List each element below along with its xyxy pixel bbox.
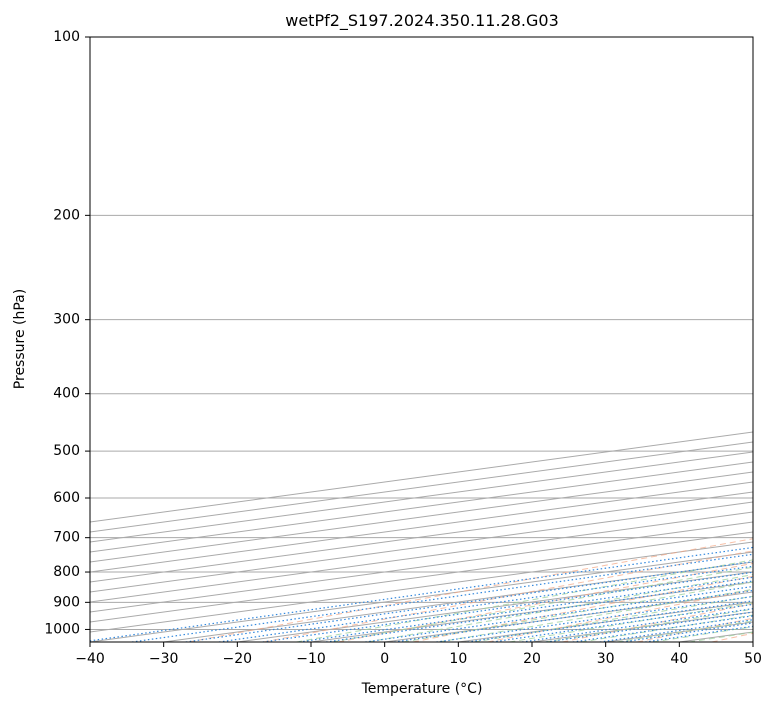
dry-adiabat-line <box>412 575 753 642</box>
y-axis: 100 200 300 400 500 600 700 800 900 1000 <box>44 29 90 637</box>
y-tick-label: 600 <box>53 490 80 506</box>
moist-adiabat-line <box>689 631 753 642</box>
isotherm-line <box>90 501 753 593</box>
y-tick-label: 1000 <box>44 621 80 637</box>
x-axis-label: Temperature (°C) <box>361 681 483 697</box>
y-tick-label: 900 <box>53 594 80 610</box>
mixing-ratio-line <box>467 600 753 642</box>
isotherm-line <box>679 631 753 642</box>
moist-adiabat-line <box>473 595 753 642</box>
chart-title: wetPf2_S197.2024.350.11.28.G03 <box>285 11 559 31</box>
mixing-ratio-line <box>90 546 753 642</box>
mixing-ratio-line <box>131 553 753 642</box>
moist-adiabat-line <box>296 559 753 642</box>
dry-adiabat-line <box>188 538 753 642</box>
isotherm-line <box>90 511 753 603</box>
isotherm-line <box>90 461 753 553</box>
y-axis-label: Pressure (hPa) <box>12 289 28 389</box>
isotherm-line <box>90 491 753 583</box>
y-tick-label: 300 <box>53 312 80 328</box>
x-tick-label: 50 <box>744 651 762 667</box>
dry-adiabat-line <box>263 550 753 642</box>
x-tick-label: −20 <box>223 651 253 667</box>
mixing-ratio-line <box>394 589 753 642</box>
isotherm-line <box>310 581 753 642</box>
x-axis: −40 −30 −20 −10 0 10 20 30 40 50 <box>75 642 762 667</box>
x-tick-label: 40 <box>670 651 688 667</box>
isotherm-line <box>90 521 753 613</box>
mixing-ratio-line <box>365 585 753 642</box>
mixing-ratio-line <box>262 571 753 642</box>
dry-adiabat-line <box>487 589 753 642</box>
isotherm-line <box>90 541 753 633</box>
y-tick-label: 100 <box>53 29 80 45</box>
x-tick-label: 10 <box>449 651 467 667</box>
isotherm-line <box>90 471 753 563</box>
mixing-ratio-line <box>326 580 753 642</box>
mixing-ratio-line <box>299 576 753 642</box>
dry-adiabat-line <box>338 562 753 642</box>
plot-frame <box>89 36 754 643</box>
moist-adiabat-line <box>332 566 753 642</box>
y-tick-label: 800 <box>53 564 80 580</box>
isotherm-line <box>90 551 753 642</box>
y-tick-label: 200 <box>53 207 80 223</box>
dry-adiabat-line <box>562 603 753 642</box>
isotherm-line <box>752 641 753 642</box>
moist-adiabat-line <box>580 614 753 642</box>
dry-adiabat-line <box>711 632 753 642</box>
x-tick-label: 20 <box>523 651 541 667</box>
mixing-ratio-line <box>546 611 753 642</box>
isotherm-line <box>90 481 753 573</box>
x-tick-label: −30 <box>149 651 179 667</box>
dry-adiabat-line <box>636 617 753 642</box>
x-tick-label: 0 <box>380 651 389 667</box>
moist-adiabat-line <box>544 608 753 642</box>
x-tick-label: −10 <box>296 651 326 667</box>
y-tick-label: 400 <box>53 386 80 402</box>
isotherm-line <box>90 451 753 543</box>
moist-adiabat-line <box>509 602 753 642</box>
moist-adiabat-line <box>403 581 753 642</box>
y-tick-label: 700 <box>53 530 80 546</box>
moist-adiabat-line <box>367 574 753 642</box>
isotherm-line <box>531 611 753 642</box>
y-tick-label: 500 <box>53 443 80 459</box>
isotherm-line <box>384 591 753 642</box>
x-tick-label: −40 <box>75 651 105 667</box>
x-tick-label: 30 <box>597 651 615 667</box>
isotherm-line <box>90 531 753 623</box>
grid-layer <box>90 37 753 642</box>
